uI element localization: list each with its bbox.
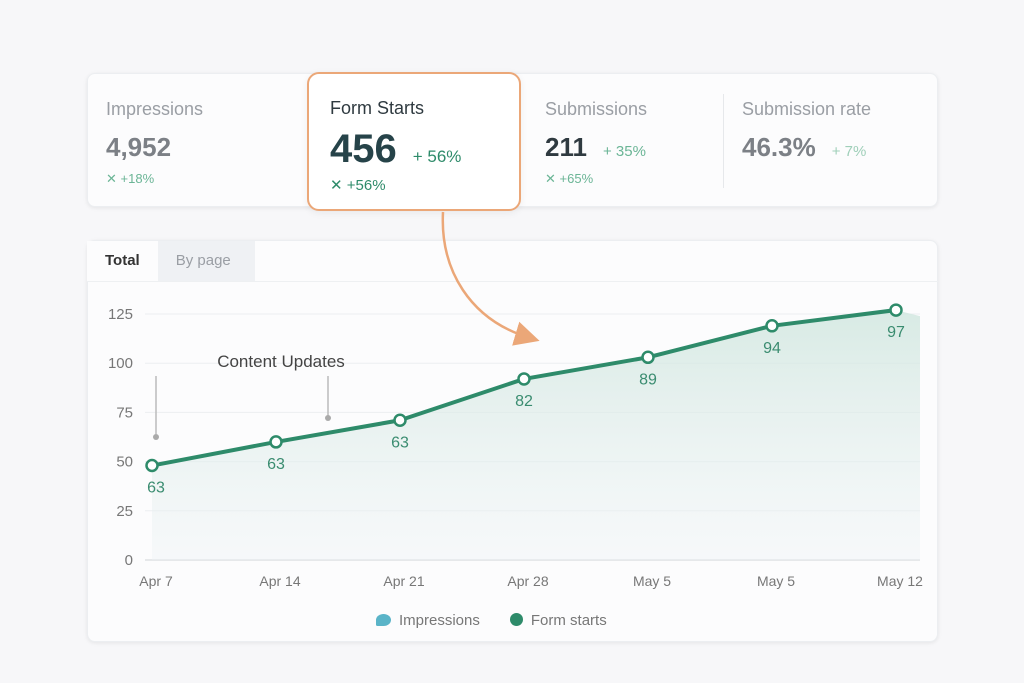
data-point[interactable] — [889, 303, 903, 317]
x-tick-label: May 5 — [633, 573, 671, 589]
y-tick-label: 125 — [108, 306, 133, 323]
data-label: 97 — [887, 324, 905, 341]
kpi-impressions[interactable]: Impressions 4,952 ✕ +18% — [106, 99, 203, 187]
trend-icon: ✕ — [545, 171, 560, 186]
trend-icon: ✕ — [330, 177, 347, 194]
data-point[interactable] — [641, 350, 655, 365]
tab-by-page[interactable]: By page — [157, 241, 255, 281]
data-point[interactable] — [393, 413, 407, 428]
kpi-form-starts[interactable]: Form Starts 456 + 56% ✕ +56% — [330, 98, 461, 194]
x-tick-label: May 5 — [757, 573, 795, 589]
dot-icon — [509, 613, 523, 626]
kpi-label: Submissions — [545, 99, 648, 119]
legend-item-impressions[interactable]: Impressions — [376, 612, 480, 629]
kpi-value: 211 — [545, 132, 587, 162]
kpi-delta: + 56% — [412, 147, 462, 166]
x-tick-label: May 12 — [877, 573, 923, 589]
kpi-submissions[interactable]: Submissions 211 + 35% ✕ +65% — [545, 99, 647, 187]
y-tick-label: 75 — [116, 404, 133, 421]
kpi-label: Form Starts — [330, 98, 425, 118]
speech-bubble-icon — [376, 614, 391, 626]
kpi-value: 4,952 — [106, 132, 172, 162]
legend-item-form-starts[interactable]: Form starts — [509, 612, 607, 629]
kpi-sub-delta: +56% — [346, 177, 386, 194]
tabs-divider — [87, 281, 938, 282]
data-label: 82 — [515, 393, 533, 410]
kpi-form-starts-highlight[interactable] — [307, 72, 521, 211]
tab-total[interactable]: Total — [87, 241, 158, 281]
x-tick-label: Apr 14 — [259, 573, 300, 589]
data-point[interactable] — [145, 458, 159, 473]
callout-arrow — [441, 211, 540, 346]
legend-label: Form starts — [530, 612, 607, 629]
kpi-delta: + 7% — [831, 143, 867, 160]
y-tick-label: 25 — [116, 503, 133, 520]
data-label: 63 — [391, 434, 409, 451]
data-label: 94 — [763, 340, 781, 357]
kpi-sub-delta: +65% — [559, 171, 594, 186]
y-tick-label: 0 — [125, 552, 133, 569]
kpi-sub-delta: +18% — [120, 171, 155, 186]
area-fill — [152, 310, 920, 560]
y-tick-label: 50 — [116, 454, 133, 471]
kpi-value: 46.3% — [742, 132, 816, 162]
kpi-label: Impressions — [106, 99, 204, 119]
kpi-label: Submission rate — [742, 99, 872, 119]
data-point[interactable] — [765, 319, 779, 333]
data-point[interactable] — [269, 435, 283, 449]
kpi-delta: + 35% — [602, 143, 646, 160]
annotation-label: Content Updates — [217, 352, 345, 371]
data-label: 63 — [147, 480, 165, 497]
x-tick-label: Apr 7 — [139, 573, 173, 589]
legend: Impressions Form starts — [376, 612, 607, 629]
x-tick-label: Apr 21 — [383, 573, 424, 589]
data-label: 63 — [267, 456, 285, 473]
annotation-dot — [153, 434, 159, 440]
kpi-submission-rate[interactable]: Submission rate 46.3% + 7% — [742, 99, 871, 163]
kpi-divider — [723, 94, 724, 188]
x-tick-label: Apr 28 — [507, 573, 548, 589]
y-tick-label: 100 — [108, 355, 133, 372]
data-label: 89 — [639, 371, 657, 388]
trend-icon: ✕ — [106, 171, 121, 186]
data-point[interactable] — [517, 372, 531, 386]
chart-tabs: Total By page — [87, 241, 255, 281]
annotation-dot — [325, 415, 331, 421]
legend-label: Impressions — [399, 612, 480, 629]
kpi-value: 456 — [330, 127, 397, 171]
